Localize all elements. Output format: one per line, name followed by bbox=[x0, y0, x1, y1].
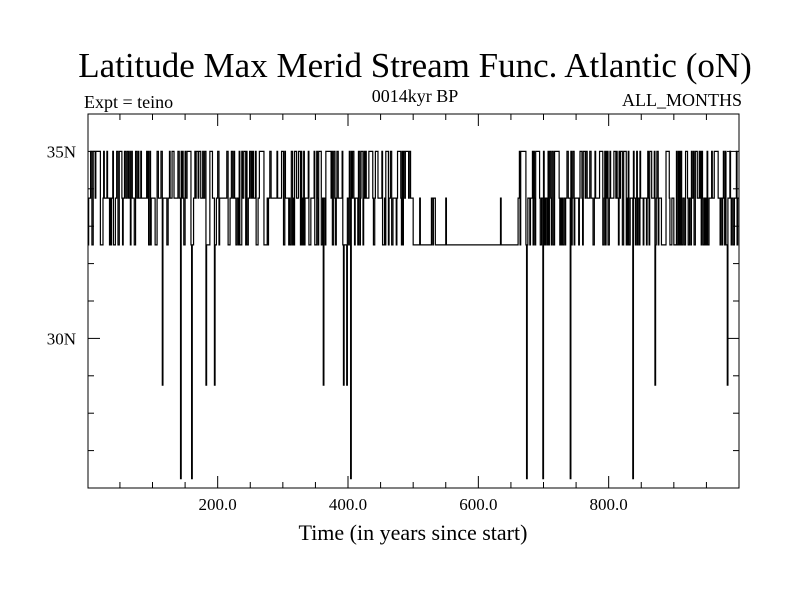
series-line bbox=[88, 150, 739, 480]
tick-marks: 200.0 400.0 600.0 800.0 30N 35N bbox=[47, 114, 739, 514]
x-tick-label: 400.0 bbox=[329, 495, 367, 514]
x-tick-label: 200.0 bbox=[199, 495, 237, 514]
y-tick-label: 30N bbox=[47, 329, 76, 348]
experiment-label: Expt = teino bbox=[84, 92, 174, 112]
x-axis-title: Time (in years since start) bbox=[299, 520, 528, 545]
chart-title: Latitude Max Merid Stream Func. Atlantic… bbox=[78, 46, 752, 85]
x-tick-label: 800.0 bbox=[590, 495, 628, 514]
period-label: 0014kyr BP bbox=[371, 86, 459, 106]
y-tick-label: 35N bbox=[47, 142, 76, 161]
x-tick-label: 600.0 bbox=[459, 495, 497, 514]
months-label: ALL_MONTHS bbox=[622, 90, 742, 110]
series-line-group bbox=[88, 150, 739, 480]
